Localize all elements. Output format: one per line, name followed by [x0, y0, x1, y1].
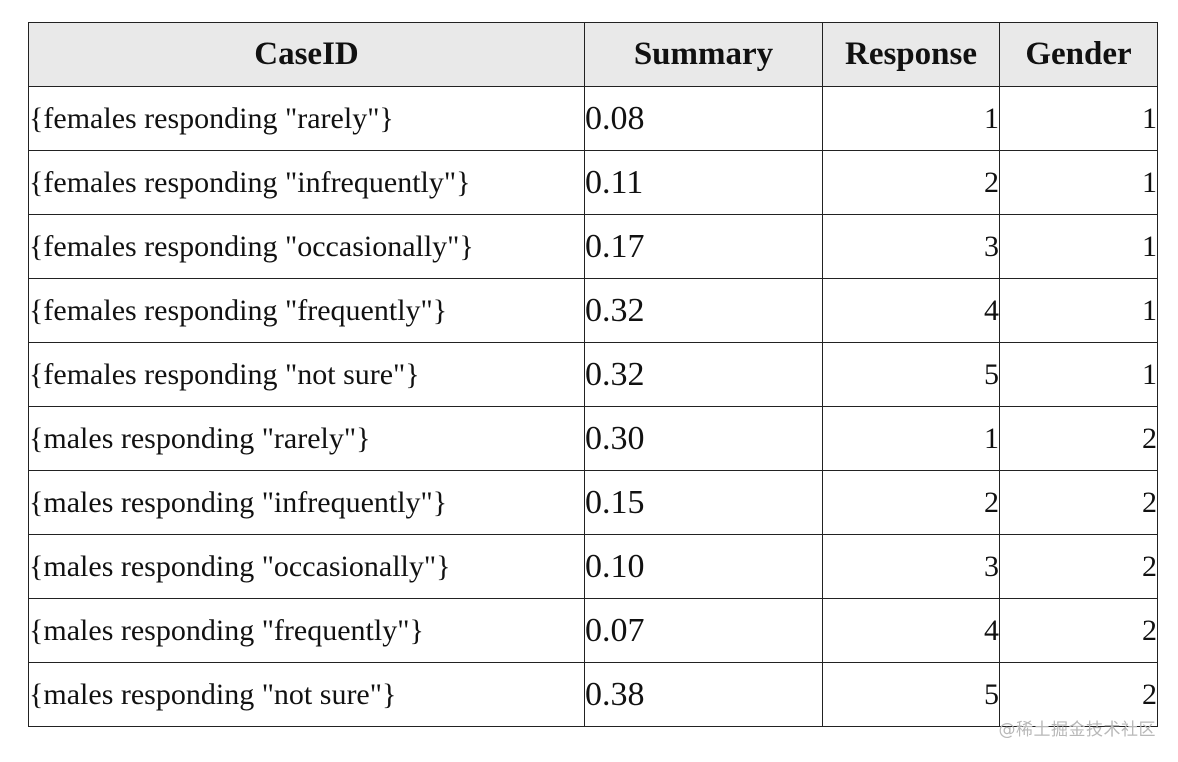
cell-summary: 0.15 — [584, 470, 823, 535]
header-gender: Gender — [999, 22, 1158, 87]
cell-summary: 0.32 — [584, 278, 823, 343]
cell-gender: 1 — [999, 86, 1158, 151]
cell-summary: 0.08 — [584, 86, 823, 151]
cell-caseid: {males responding "infrequently"} — [28, 470, 585, 535]
table-row: {females responding "occasionally"} 0.17… — [28, 214, 1158, 279]
cell-caseid: {females responding "infrequently"} — [28, 150, 585, 215]
cell-gender: 1 — [999, 342, 1158, 407]
cell-caseid: {males responding "rarely"} — [28, 406, 585, 471]
cell-caseid: {males responding "not sure"} — [28, 662, 585, 727]
table-row: {females responding "not sure"} 0.32 5 1 — [28, 342, 1158, 407]
header-row: CaseID Summary Response Gender — [28, 22, 1158, 87]
table-row: {males responding "not sure"} 0.38 5 2 — [28, 662, 1158, 727]
cell-summary: 0.11 — [584, 150, 823, 215]
table-row: {males responding "infrequently"} 0.15 2… — [28, 470, 1158, 535]
cell-caseid: {females responding "occasionally"} — [28, 214, 585, 279]
cell-gender: 2 — [999, 406, 1158, 471]
cell-gender: 1 — [999, 150, 1158, 215]
cell-gender: 1 — [999, 214, 1158, 279]
table-row: {males responding "frequently"} 0.07 4 2 — [28, 598, 1158, 663]
cell-response: 4 — [822, 278, 1000, 343]
data-table: CaseID Summary Response Gender {females … — [28, 22, 1158, 727]
cell-caseid: {males responding "frequently"} — [28, 598, 585, 663]
cell-response: 1 — [822, 86, 1000, 151]
cell-summary: 0.07 — [584, 598, 823, 663]
cell-caseid: {females responding "frequently"} — [28, 278, 585, 343]
cell-summary: 0.32 — [584, 342, 823, 407]
cell-gender: 2 — [999, 470, 1158, 535]
cell-gender: 2 — [999, 534, 1158, 599]
table-row: {females responding "rarely"} 0.08 1 1 — [28, 86, 1158, 151]
table-row: {females responding "frequently"} 0.32 4… — [28, 278, 1158, 343]
cell-summary: 0.30 — [584, 406, 823, 471]
header-caseid: CaseID — [28, 22, 585, 87]
header-response: Response — [822, 22, 1000, 87]
cell-response: 1 — [822, 406, 1000, 471]
table-row: {males responding "rarely"} 0.30 1 2 — [28, 406, 1158, 471]
cell-summary: 0.10 — [584, 534, 823, 599]
cell-summary: 0.17 — [584, 214, 823, 279]
cell-response: 3 — [822, 534, 1000, 599]
cell-caseid: {females responding "not sure"} — [28, 342, 585, 407]
cell-gender: 2 — [999, 598, 1158, 663]
cell-gender: 1 — [999, 278, 1158, 343]
table-row: {females responding "infrequently"} 0.11… — [28, 150, 1158, 215]
cell-response: 3 — [822, 214, 1000, 279]
cell-summary: 0.38 — [584, 662, 823, 727]
cell-response: 5 — [822, 662, 1000, 727]
cell-caseid: {males responding "occasionally"} — [28, 534, 585, 599]
cell-response: 2 — [822, 150, 1000, 215]
cell-response: 2 — [822, 470, 1000, 535]
cell-gender: 2 — [999, 662, 1158, 727]
table-row: {males responding "occasionally"} 0.10 3… — [28, 534, 1158, 599]
cell-caseid: {females responding "rarely"} — [28, 86, 585, 151]
cell-response: 5 — [822, 342, 1000, 407]
cell-response: 4 — [822, 598, 1000, 663]
header-summary: Summary — [584, 22, 823, 87]
watermark: @稀土掘金技术社区 — [998, 720, 1156, 740]
